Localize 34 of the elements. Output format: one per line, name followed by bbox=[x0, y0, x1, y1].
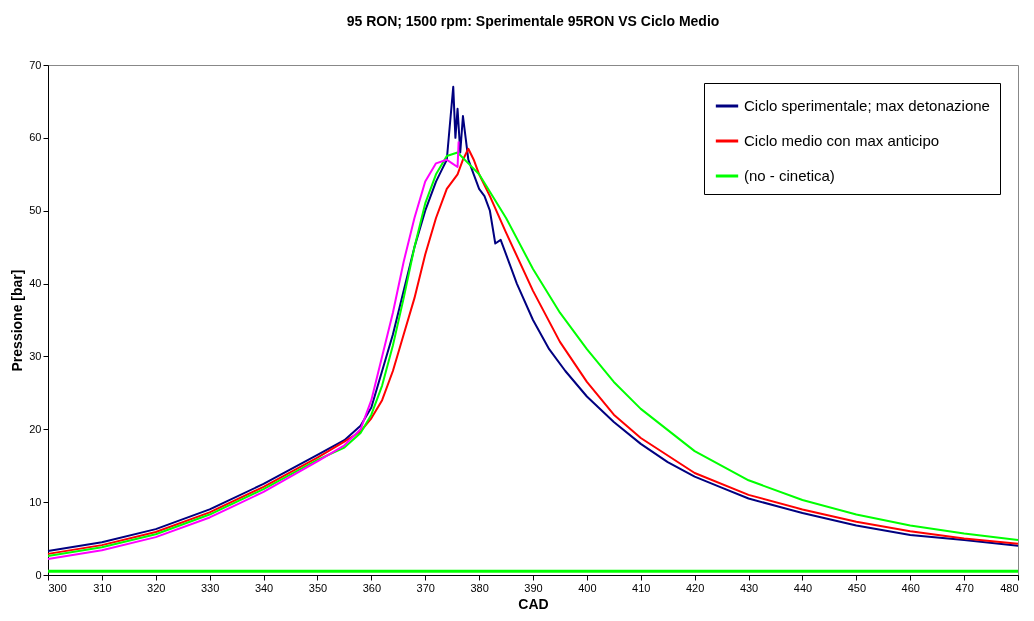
x-tick-label: 300 bbox=[48, 581, 67, 594]
x-tick-label: 440 bbox=[793, 581, 813, 594]
y-tick-label: 0 bbox=[35, 568, 42, 581]
x-tick-label: 340 bbox=[254, 581, 274, 594]
x-tick-label: 470 bbox=[955, 581, 974, 594]
x-tick-label: 370 bbox=[416, 581, 435, 594]
y-axis-title: Pressione [bar] bbox=[9, 269, 26, 372]
y-tick-label: 40 bbox=[29, 277, 42, 290]
x-tick-label: 430 bbox=[739, 581, 759, 594]
x-tick-label: 390 bbox=[524, 581, 543, 594]
y-tick-label: 70 bbox=[29, 58, 42, 71]
y-tick-label: 60 bbox=[29, 131, 42, 144]
x-axis-title: CAD bbox=[518, 595, 549, 612]
chart-title: 95 RON; 1500 rpm: Sperimentale 95RON VS Ciclo Medio bbox=[346, 13, 720, 29]
y-tick-label: 20 bbox=[29, 422, 42, 435]
x-tick-label: 380 bbox=[470, 581, 489, 594]
x-tick-label: 400 bbox=[578, 581, 597, 594]
x-tick-label: 450 bbox=[847, 581, 867, 594]
x-tick-label: 360 bbox=[362, 581, 382, 594]
x-tick-label: 330 bbox=[200, 581, 220, 594]
y-tick-label: 30 bbox=[29, 349, 42, 362]
x-tick-label: 460 bbox=[901, 581, 920, 594]
legend-label: Ciclo medio con max anticipo bbox=[744, 132, 940, 149]
legend-label: Ciclo sperimentale; max detonazione bbox=[744, 97, 990, 114]
x-tick-label: 480 bbox=[1000, 581, 1019, 594]
y-tick-label: 10 bbox=[29, 495, 42, 508]
x-tick-label: 410 bbox=[632, 581, 651, 594]
legend-label: (no - cinetica) bbox=[744, 167, 835, 184]
x-tick-label: 420 bbox=[685, 581, 705, 594]
line-series bbox=[47, 140, 460, 560]
x-tick-label: 320 bbox=[147, 581, 166, 594]
x-tick-label: 350 bbox=[308, 581, 328, 594]
y-tick-label: 50 bbox=[29, 204, 42, 217]
x-tick-label: 310 bbox=[93, 581, 112, 594]
